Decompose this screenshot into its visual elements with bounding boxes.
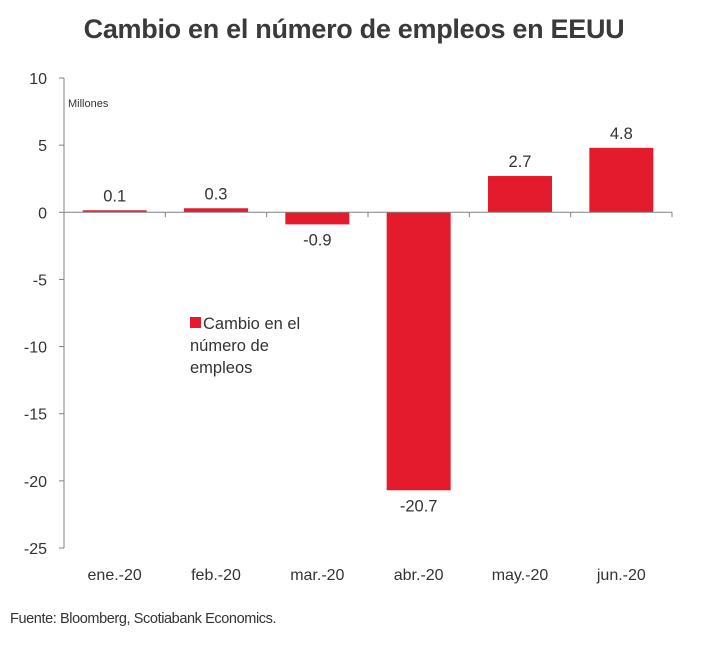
y-axis: 10 5 0 -5 -10 -15 -20 -25 [24, 71, 65, 558]
x-axis: ene.-20 feb.-20 mar.-20 abr.-20 may.-20 jun.-… [63, 211, 673, 584]
bar [488, 176, 552, 213]
legend-line: número de [190, 337, 269, 355]
x-tick-label: abr.-20 [394, 567, 444, 584]
y-unit-label: Millones [68, 98, 109, 110]
y-tick-label: 10 [29, 71, 47, 88]
data-label: 2.7 [509, 153, 532, 171]
chart-title: Cambio en el número de empleos en EEUU [83, 14, 625, 44]
y-tick-label: 5 [38, 138, 47, 155]
data-label: 0.1 [103, 187, 126, 205]
y-tick-label: -10 [24, 340, 47, 357]
x-tick-label: jun.-20 [596, 567, 646, 584]
bar [82, 210, 147, 213]
data-label: 4.8 [610, 125, 633, 143]
bar [184, 208, 248, 213]
data-label: 0.3 [205, 185, 228, 203]
y-tick-label: -20 [24, 474, 47, 491]
bar [386, 212, 451, 491]
bars-group: 0.1 0.3 -0.9 -20.7 2.7 4.8 [82, 125, 654, 515]
y-tick-label: -15 [24, 407, 47, 424]
y-tick-label: -5 [33, 272, 47, 289]
bar [285, 212, 350, 225]
data-label: -0.9 [303, 231, 331, 249]
x-tick-label: mar.-20 [290, 567, 344, 584]
y-tick-label: 0 [38, 205, 47, 222]
legend-swatch [190, 317, 201, 328]
legend-line: Cambio en el [203, 315, 300, 333]
source-note: Fuente: Bloomberg, Scotiabank Economics. [10, 611, 277, 627]
y-tick-label: -25 [24, 541, 47, 558]
x-tick-label: ene.-20 [88, 567, 142, 584]
data-label: -20.7 [400, 497, 438, 515]
x-tick-label: may.-20 [492, 567, 549, 584]
legend: Cambio en el número de empleos [190, 315, 300, 377]
legend-line: empleos [190, 359, 252, 377]
x-tick-label: feb.-20 [191, 567, 241, 584]
bar [589, 147, 654, 213]
legend-label: Cambio en el número de empleos [190, 315, 300, 377]
